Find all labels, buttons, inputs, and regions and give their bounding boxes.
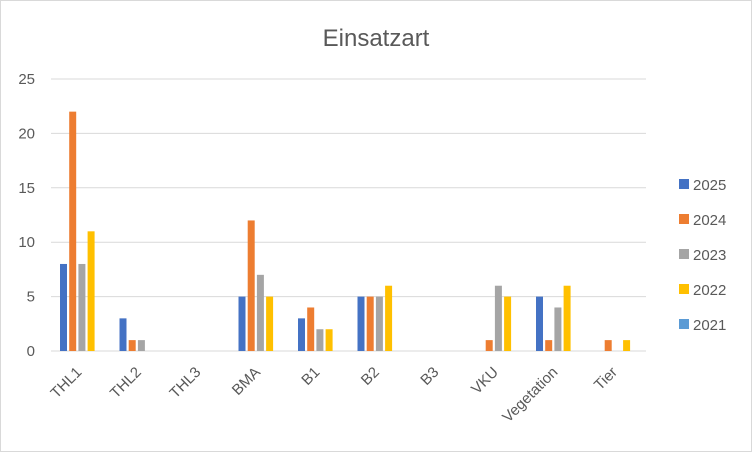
legend-label: 2021	[693, 317, 726, 334]
bar-2024-b2	[366, 296, 374, 351]
legend-swatch-2025	[679, 179, 689, 189]
y-tick-label: 25	[18, 71, 35, 88]
x-tick-label: THL3	[166, 364, 204, 402]
legend: 2025 2024 2023 2022 2021	[679, 177, 726, 334]
y-tick-label: 5	[27, 289, 35, 306]
bar-2022-b2	[385, 285, 393, 351]
bar-2025-b1	[298, 318, 305, 351]
x-tick-label: B2	[358, 364, 383, 389]
y-tick-label: 15	[18, 180, 35, 197]
bar-2024-b1	[307, 307, 315, 351]
chart-title: Einsatzart	[323, 25, 430, 52]
bar-2022-vku	[504, 296, 512, 351]
bar-2022-tier	[623, 340, 631, 351]
bar-2022-b1	[325, 329, 333, 351]
y-tick-label: 0	[27, 343, 35, 360]
bar-2023-vku	[494, 285, 502, 351]
x-tick-label: BMA	[229, 364, 264, 399]
x-tick-label: B3	[417, 364, 442, 389]
legend-label: 2022	[693, 282, 726, 299]
bar-2024-vku	[485, 340, 493, 351]
y-tick-label: 20	[18, 125, 35, 142]
bar-2023-bma	[256, 274, 264, 351]
bar-2023-thl2	[137, 340, 145, 351]
bar-2022-bma	[266, 296, 274, 351]
legend-swatch-2021	[679, 319, 689, 329]
bar-2023-thl1	[78, 263, 86, 351]
legend-label: 2025	[693, 177, 726, 194]
bar-2024-tier	[604, 340, 612, 351]
x-tick-label: B1	[298, 364, 323, 389]
legend-swatch-2022	[679, 284, 689, 294]
legend-swatch-2023	[679, 249, 689, 259]
bars	[60, 111, 631, 351]
bar-2025-vegetation	[536, 296, 543, 351]
bar-2022-vegetation	[563, 285, 571, 351]
y-tick-label: 10	[18, 234, 35, 251]
legend-label: 2023	[693, 247, 726, 264]
bar-2025-thl2	[119, 318, 127, 351]
bar-2023-vegetation	[554, 307, 562, 351]
bar-2024-thl2	[128, 340, 136, 351]
bar-2024-vegetation	[545, 340, 553, 351]
bar-2025-thl1	[60, 263, 67, 351]
legend-swatch-2024	[679, 214, 689, 224]
x-tick-label: THL1	[47, 364, 85, 402]
bar-2023-b2	[375, 296, 383, 351]
bar-2024-thl1	[69, 111, 77, 351]
bar-2024-bma	[247, 220, 255, 351]
x-tick-label: Vegetation	[499, 364, 561, 426]
x-tick-label: THL2	[107, 364, 145, 402]
legend-label: 2024	[693, 212, 726, 229]
y-axis-tick-labels: 0 5 10 15 20 25	[18, 71, 35, 360]
bar-2023-b1	[316, 329, 324, 351]
x-tick-label: VKU	[468, 364, 502, 398]
bar-2022-thl1	[87, 231, 95, 351]
x-tick-label: Tier	[591, 364, 621, 394]
bar-2025-b2	[357, 296, 365, 351]
bar-2025-bma	[238, 296, 246, 351]
